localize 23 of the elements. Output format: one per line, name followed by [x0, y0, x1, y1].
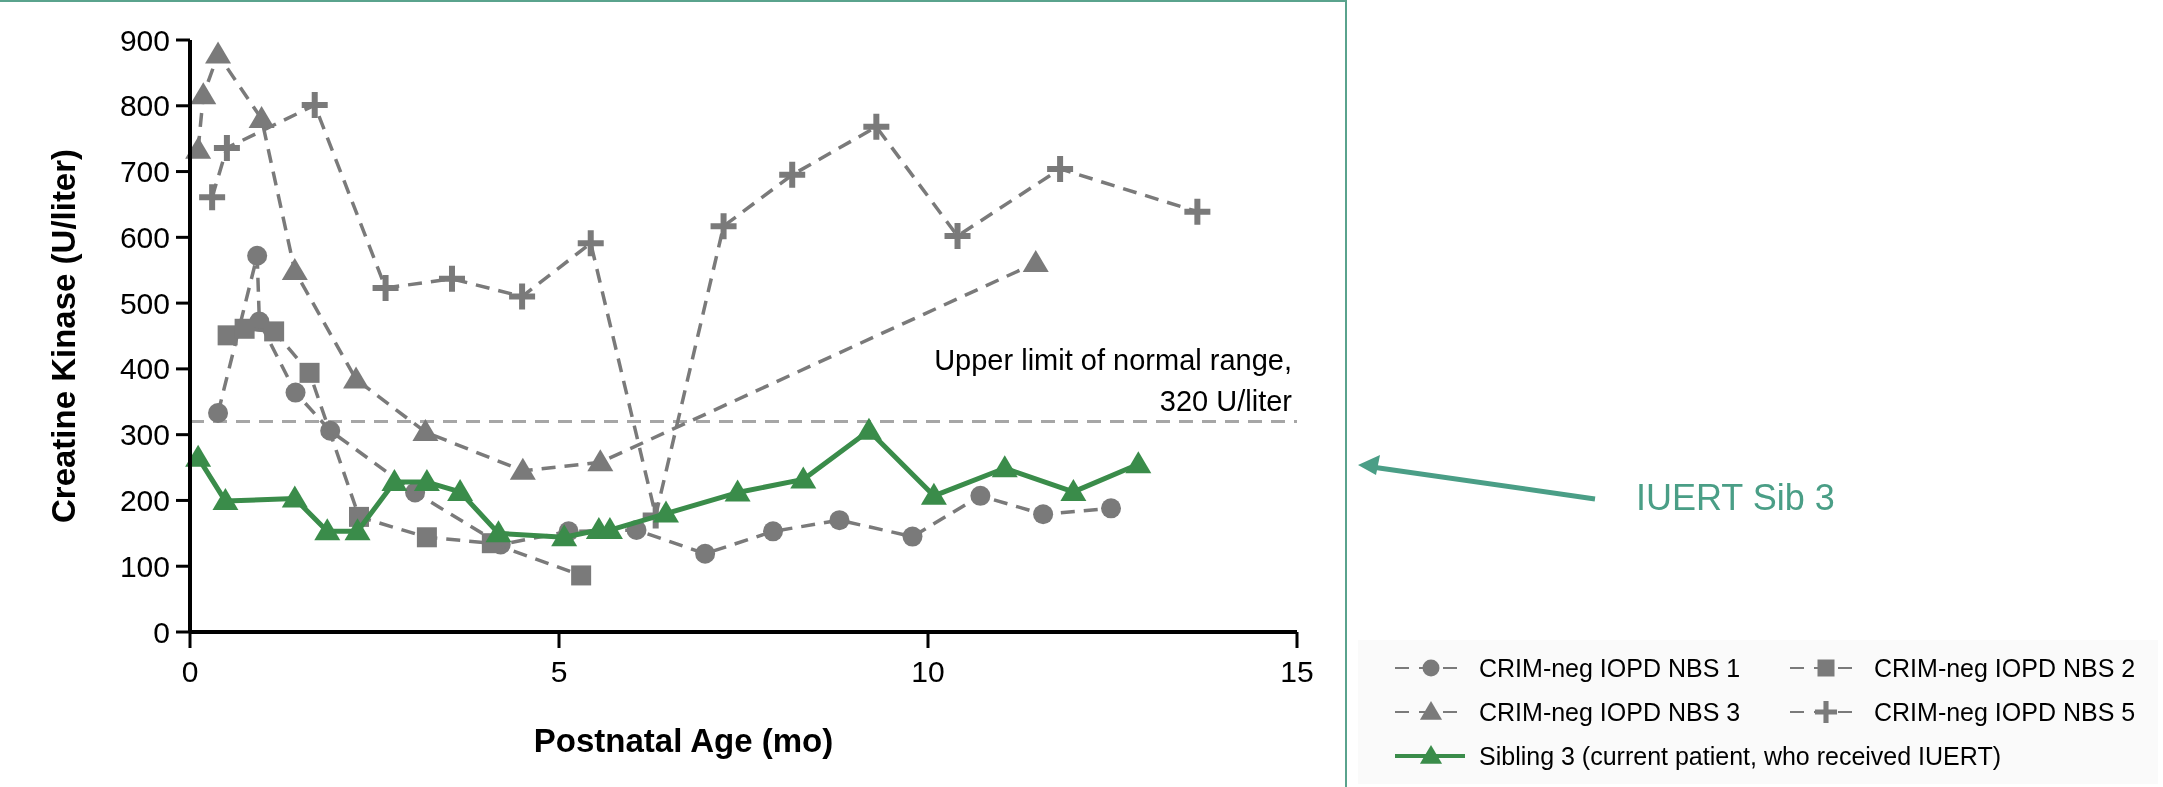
legend-label: Sibling 3 (current patient, who received IUERT): [1479, 741, 2001, 770]
y-tick-label: 700: [119, 155, 170, 189]
y-tick-label: 600: [119, 220, 170, 254]
y-tick-label: 100: [119, 549, 170, 583]
y-tick-label: 800: [119, 89, 170, 123]
x-tick-label: 10: [911, 655, 945, 688]
y-tick-label: 300: [119, 418, 170, 452]
x-tick-label: 0: [181, 655, 199, 688]
x-tick-label: 5: [550, 655, 568, 688]
x-axis-title: Postnatal Age (mo): [533, 722, 834, 759]
legend-label: CRIM-neg IOPD NBS 5: [1874, 697, 2136, 726]
legend-label: CRIM-neg IOPD NBS 3: [1479, 697, 1741, 726]
y-tick-label: 400: [119, 352, 170, 386]
ref-line-label: Upper limit of normal range, 320 U/liter: [934, 343, 1293, 417]
legend-label: CRIM-neg IOPD NBS 2: [1874, 653, 2136, 682]
legend-label: CRIM-neg IOPD NBS 1: [1479, 653, 1741, 682]
y-axis-title: Creatine Kinase (U/liter): [45, 148, 82, 524]
x-tick-label: 15: [1280, 655, 1314, 688]
y-tick-label: 200: [119, 483, 170, 517]
y-tick-label: 900: [119, 23, 170, 57]
y-tick-label: 500: [119, 286, 170, 320]
y-tick-label: 0: [153, 615, 170, 649]
text: IUERT Sib 3: [1636, 477, 1835, 518]
